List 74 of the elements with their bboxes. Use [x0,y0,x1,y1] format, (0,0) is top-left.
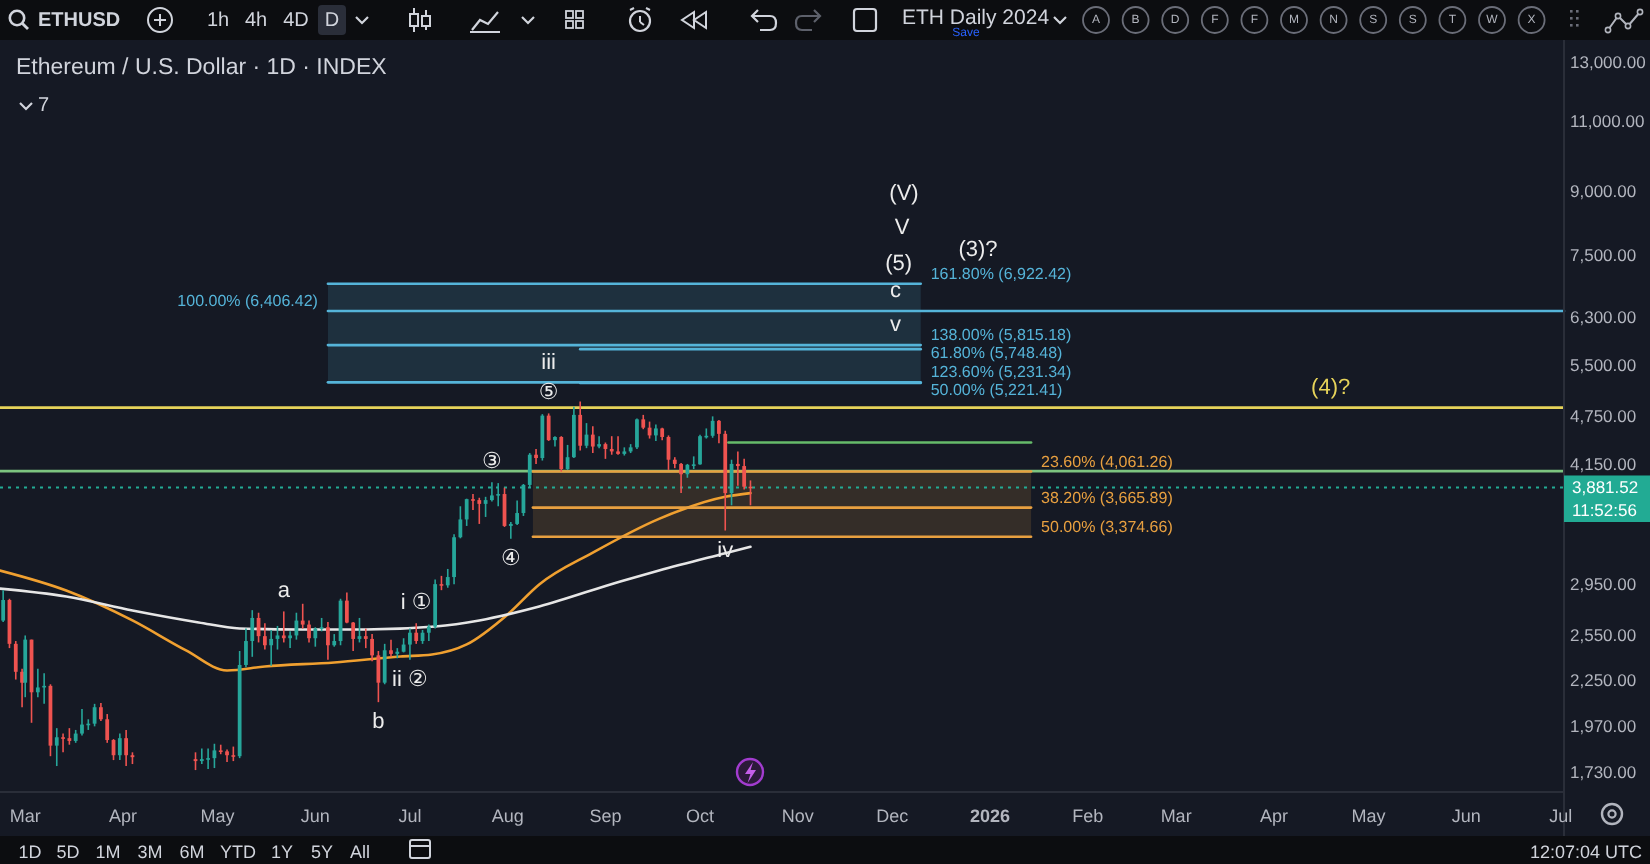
annotation: 7 [38,95,50,117]
x-tick-label: Jul [1549,806,1573,826]
series-label: 138.00% (5,815.18) [930,326,1072,345]
text: 11:52:56 [1572,500,1638,520]
text: 6M [179,842,205,862]
text: 4D [283,10,309,32]
x-tick-label: Jun [300,806,330,826]
annotation: (V) [889,182,919,206]
annotation: i ① [400,591,432,616]
x-tick-label: Oct [686,806,715,826]
series-label: 61.80% (5,748.48) [930,344,1064,363]
x-tick-label: Nov [781,806,815,826]
annotation: a [277,579,292,604]
annotation: (4)? [1311,375,1351,400]
x-tick-label: Jul [398,806,422,826]
annotation: ii ② [392,667,428,692]
annotation: ④ [500,546,521,571]
y-tick-label: 4,150.00 [1570,453,1637,474]
annotation: iii [541,351,557,376]
y-tick-label: 1,970.00 [1570,716,1637,737]
y-tick-label: 9,000.00 [1570,181,1637,202]
series-label: 50.00% (5,221.41) [930,381,1064,400]
y-tick-label: 1,730.00 [1570,762,1637,783]
annotation: ③ [482,450,503,475]
text: 1D [18,842,43,862]
x-tick-label: Mar [9,806,41,826]
annotation: (3)? [958,238,998,262]
text: 5Y [310,842,334,862]
series-label: 38.20% (3,665.89) [1041,488,1174,507]
annotation: c [890,279,903,303]
series-label: 161.80% (6,922.42) [930,264,1072,283]
x-tick-label: Sep [589,806,622,826]
x-tick-label: Feb [1072,806,1104,826]
text: 1h [206,10,230,32]
text: 1Y [270,842,294,862]
text: 3M [137,842,163,862]
series-label: 100.00% (6,406.42) [177,292,319,310]
text: 5D [56,842,81,862]
y-tick-label: 2,250.00 [1570,669,1637,690]
x-tick-label: Apr [1259,806,1288,826]
series-label: 23.60% (4,061.26) [1041,452,1174,471]
text: ETHUSD [38,10,121,32]
x-tick-label: Aug [491,806,524,826]
x-tick-label: Jun [1451,806,1481,826]
x-tick-label: 2026 [970,806,1011,826]
text: YTD [220,842,257,862]
annotation: v [890,313,903,338]
y-tick-label: 6,300.00 [1570,306,1637,327]
text: D [324,10,340,32]
y-tick-label: 2,550.00 [1570,625,1637,646]
x-tick-label: May [1351,806,1387,826]
x-tick-label: May [200,806,236,826]
y-tick-label: 4,750.00 [1570,406,1637,427]
y-tick-label: 7,500.00 [1570,245,1637,266]
text: 12:07:04 UTC [1529,842,1643,862]
y-tick-label: 2,950.00 [1570,574,1637,595]
text: All [349,842,371,862]
annotation: ⑤ [538,381,559,406]
series-label: 50.00% (3,374.66) [1041,517,1174,536]
y-tick-label: 11,000.00 [1570,110,1645,131]
x-tick-label: Mar [1160,806,1192,826]
ref-line-label: 3,881.52 [1572,477,1639,498]
y-tick-label: 5,500.00 [1570,354,1637,375]
annotation: V [894,216,911,240]
series-label: 123.60% (5,231.34) [930,363,1072,382]
text: 4h [244,10,268,32]
annotation: (5) [885,251,913,276]
text: ETH Daily 2024 [902,6,1050,30]
y-tick-label: 13,000.00 [1570,51,1647,72]
x-tick-label: Dec [876,806,910,826]
text: Ethereum / U.S. Dollar · 1D · INDEX [16,56,388,80]
annotation: b [372,710,385,735]
text: 1M [95,842,121,862]
x-tick-label: Apr [108,806,137,826]
